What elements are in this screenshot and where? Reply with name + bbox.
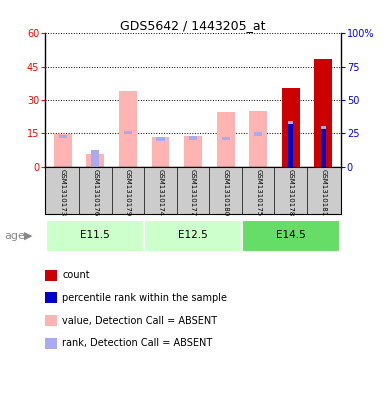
Text: value, Detection Call = ABSENT: value, Detection Call = ABSENT — [62, 316, 218, 326]
Text: count: count — [62, 270, 90, 280]
Bar — [184, 136, 202, 167]
Text: E11.5: E11.5 — [80, 230, 110, 240]
Bar — [222, 137, 230, 140]
Bar — [46, 220, 144, 252]
Bar — [321, 127, 326, 167]
Text: rank, Detection Call = ABSENT: rank, Detection Call = ABSENT — [62, 338, 213, 349]
Bar — [314, 59, 332, 167]
Bar — [288, 122, 293, 167]
Bar — [249, 111, 267, 167]
Text: GSM1310176: GSM1310176 — [92, 169, 98, 216]
Bar — [254, 132, 262, 136]
Text: ▶: ▶ — [24, 231, 33, 241]
Text: GSM1310175: GSM1310175 — [255, 169, 261, 216]
Text: GSM1310178: GSM1310178 — [288, 169, 294, 216]
Bar — [91, 150, 99, 167]
Bar — [144, 220, 242, 252]
Bar — [119, 91, 137, 167]
Text: E12.5: E12.5 — [178, 230, 208, 240]
Bar — [217, 112, 234, 167]
Bar — [321, 125, 326, 129]
Title: GDS5642 / 1443205_at: GDS5642 / 1443205_at — [120, 19, 266, 32]
Bar — [54, 134, 72, 167]
Text: GSM1310180: GSM1310180 — [223, 169, 229, 216]
Bar — [152, 137, 169, 167]
Text: GSM1310174: GSM1310174 — [158, 169, 163, 216]
Bar — [242, 220, 340, 252]
Text: age: age — [4, 231, 25, 241]
Bar — [282, 88, 300, 167]
Text: percentile rank within the sample: percentile rank within the sample — [62, 293, 227, 303]
Text: GSM1310177: GSM1310177 — [190, 169, 196, 216]
Text: E14.5: E14.5 — [276, 230, 306, 240]
Text: GSM1310179: GSM1310179 — [125, 169, 131, 216]
Bar — [86, 154, 104, 167]
Text: GSM1310181: GSM1310181 — [320, 169, 326, 216]
Bar — [59, 135, 67, 138]
Bar — [124, 131, 132, 134]
Bar — [156, 137, 165, 141]
Bar — [288, 121, 293, 125]
Text: GSM1310173: GSM1310173 — [60, 169, 66, 216]
Bar — [189, 136, 197, 140]
